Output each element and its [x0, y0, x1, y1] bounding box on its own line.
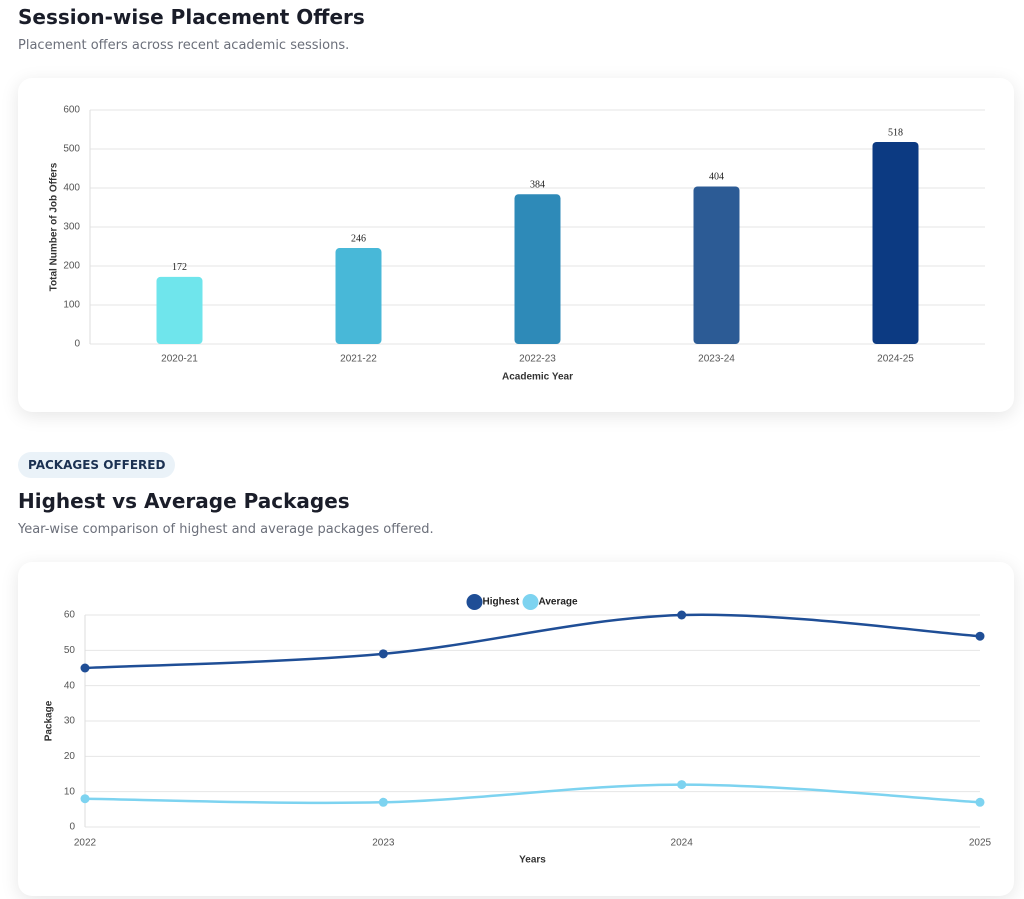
line: [84, 783, 981, 805]
y-tick-label: 200: [63, 261, 80, 272]
value-label: 518: [888, 127, 903, 138]
section-subtitle: Year-wise comparison of highest and aver…: [18, 522, 434, 537]
y-tick-label: 50: [64, 645, 76, 656]
y-tick-label: 10: [64, 786, 76, 797]
point: [378, 649, 388, 659]
legend-marker: [466, 594, 483, 610]
y-tick-label: 400: [63, 183, 80, 194]
section-subtitle: Placement offers across recent academic …: [18, 38, 350, 53]
value-label: 404: [709, 172, 724, 183]
section-badge: PACKAGES OFFERED: [18, 452, 176, 478]
x-tick-label: 2020-21: [161, 354, 198, 365]
point: [378, 797, 388, 807]
x-tick-label: 2021-22: [340, 354, 377, 365]
point: [677, 610, 687, 620]
x-tick-label: 2022-23: [519, 354, 556, 365]
x-tick-label: 2024: [671, 838, 694, 849]
point: [975, 631, 985, 641]
section-title: Highest vs Average Packages: [18, 489, 350, 513]
point: [677, 780, 687, 790]
value-label: 384: [530, 180, 545, 191]
point: [80, 663, 90, 673]
y-axis-title: Total Number of Job Offers: [49, 162, 60, 291]
point: [975, 797, 985, 807]
x-tick-label: 2022: [74, 838, 97, 849]
line-chart: 0 10 20 30 40 50 60 Years Package 2022 2023 2024 202…: [18, 562, 1014, 896]
y-tick-label: 40: [64, 680, 76, 691]
y-tick-label: 600: [63, 105, 80, 116]
y-tick-label: 100: [63, 300, 80, 311]
x-axis-title: Years: [519, 855, 546, 866]
bar: [156, 276, 203, 344]
x-axis-title: Academic Year: [502, 372, 573, 383]
y-axis-title: Package: [44, 700, 55, 741]
section-title: Session-wise Placement Offers: [18, 5, 365, 29]
y-tick-label: 30: [64, 716, 76, 727]
bar: [514, 194, 561, 344]
value-label: 246: [351, 233, 366, 244]
y-tick-label: 500: [63, 144, 80, 155]
bar-chart: 0 100 200 300 400 500 600 Academic Year Total Nu…: [18, 78, 1014, 412]
y-tick-label: 60: [64, 610, 76, 621]
legend-label: Average: [539, 597, 579, 608]
point: [80, 794, 90, 804]
y-tick-label: 300: [63, 222, 80, 233]
bar: [335, 248, 382, 344]
bar: [872, 141, 919, 344]
x-tick-label: 2025: [969, 838, 992, 849]
x-tick-label: 2023-24: [698, 354, 735, 365]
value-label: 172: [172, 262, 187, 273]
y-tick-label: 0: [69, 822, 75, 833]
y-tick-label: 20: [64, 751, 76, 762]
line: [84, 613, 981, 670]
legend-marker: [522, 594, 539, 610]
x-tick-label: 2024-25: [877, 354, 914, 365]
y-tick-label: 0: [74, 339, 80, 350]
x-tick-label: 2023: [372, 838, 395, 849]
bar: [693, 186, 740, 344]
legend-label: Highest: [483, 597, 520, 608]
